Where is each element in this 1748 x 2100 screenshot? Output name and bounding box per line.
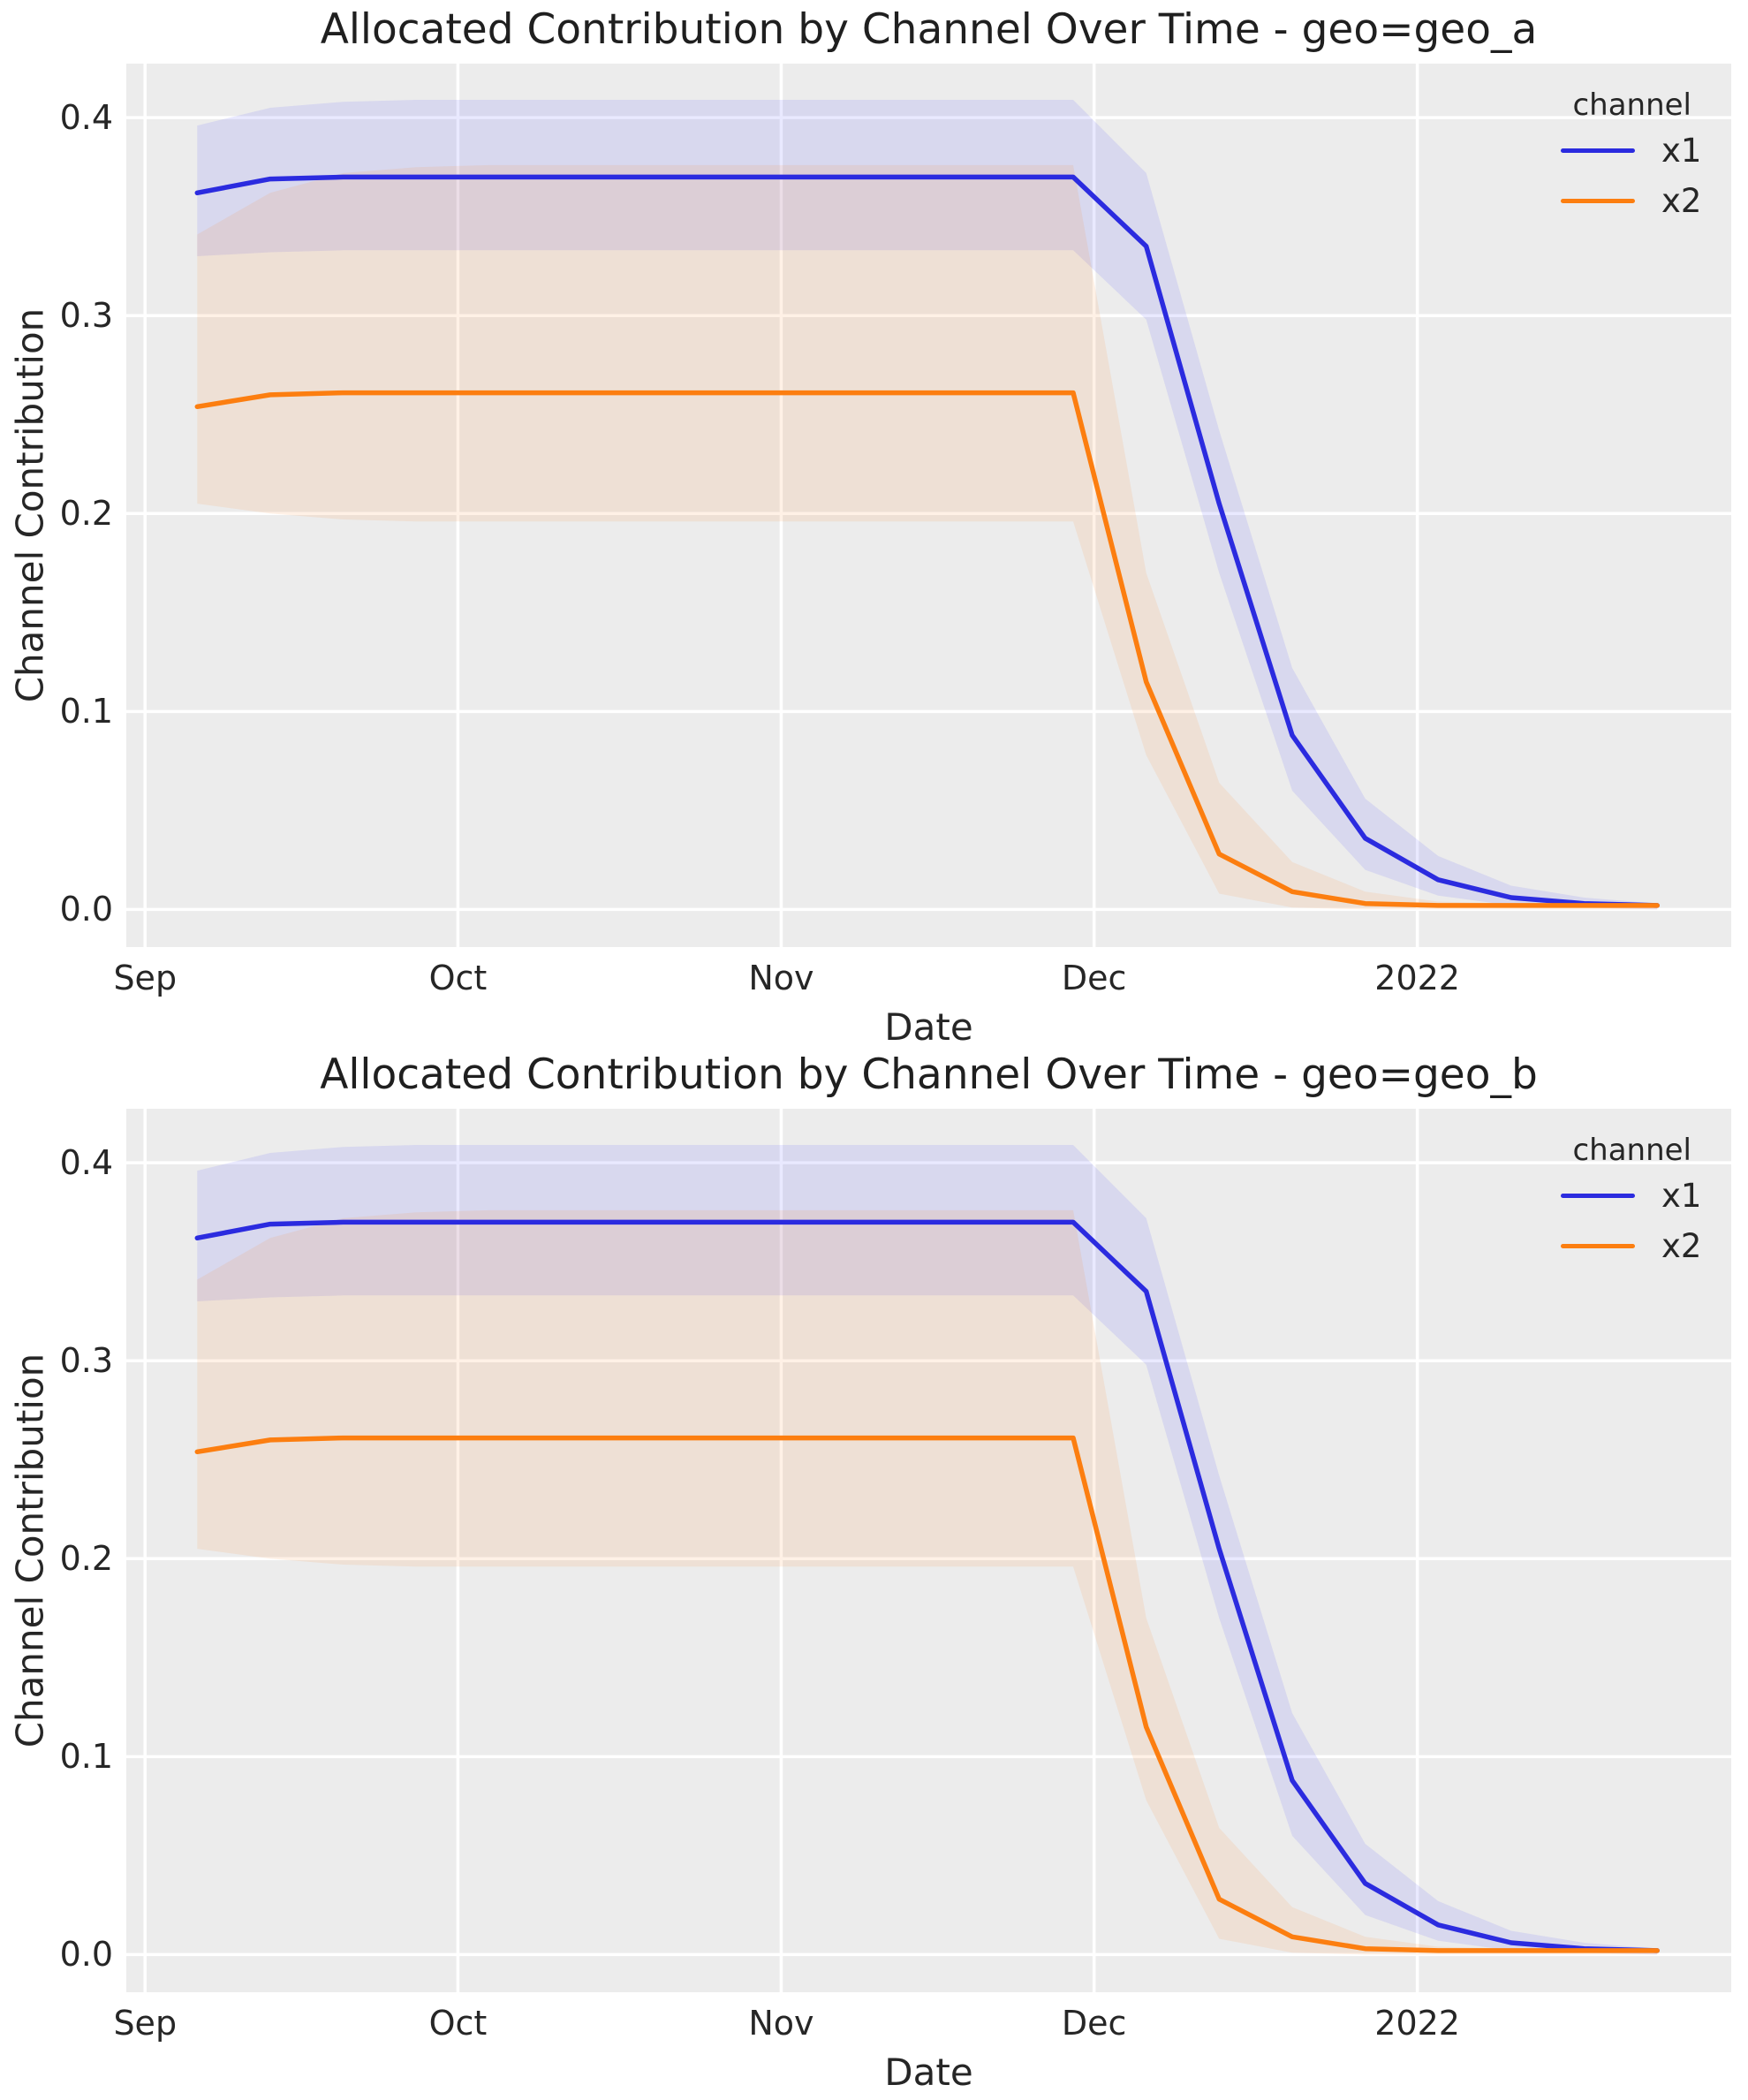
legend-line-sample-x2 <box>1561 1244 1635 1248</box>
plot-canvas-geo-a <box>126 64 1731 947</box>
legend: channel x1 x2 <box>1561 1130 1718 1271</box>
legend-entry-x1: x1 <box>1561 1171 1718 1221</box>
y-tick-label: 0.0 <box>59 1935 113 1975</box>
y-tick-label: 0.0 <box>59 890 113 929</box>
y-tick-label: 0.2 <box>59 1539 113 1579</box>
plot-canvas-geo-b <box>126 1109 1731 1992</box>
line-x2 <box>194 1435 1660 1953</box>
y-tick-label: 0.1 <box>59 1737 113 1777</box>
plot-title: Allocated Contribution by Channel Over T… <box>320 1050 1538 1099</box>
x-tick-label: Nov <box>748 959 814 997</box>
x-tick-label: 2022 <box>1374 2004 1460 2043</box>
y-tick-label: 0.4 <box>59 98 113 138</box>
x-tick-label: Nov <box>748 2004 814 2043</box>
line-x1 <box>194 1219 1660 1953</box>
subplot-geo-a: Allocated Contribution by Channel Over T… <box>9 5 1731 1049</box>
legend-label: x2 <box>1661 1227 1702 1265</box>
x-tick-label: Sep <box>113 959 178 997</box>
line-x2 <box>194 390 1660 908</box>
x-tick-label: Dec <box>1061 959 1127 997</box>
x-tick-label: Oct <box>428 2004 488 2043</box>
legend-label: x1 <box>1661 1177 1702 1215</box>
x-axis-label: Date <box>884 1005 973 1049</box>
x-tick-label: Oct <box>428 959 488 997</box>
y-tick-label: 0.3 <box>59 296 113 336</box>
legend-line-sample-x1 <box>1561 148 1635 153</box>
ci-band-x2 <box>197 1209 1658 1955</box>
plot-title: Allocated Contribution by Channel Over T… <box>320 5 1538 54</box>
x-tick-label: 2022 <box>1374 959 1460 997</box>
x-tick-label: Dec <box>1061 2004 1127 2043</box>
ci-band-x1 <box>197 1145 1658 1955</box>
line-x1 <box>194 174 1660 908</box>
legend-entry-x2: x2 <box>1561 176 1718 226</box>
x-axis-label: Date <box>884 2051 973 2094</box>
legend-label: x2 <box>1661 182 1702 220</box>
ci-band-x1 <box>197 100 1658 910</box>
legend-entry-x1: x1 <box>1561 125 1718 176</box>
y-tick-label: 0.1 <box>59 692 113 732</box>
y-tick-label: 0.2 <box>59 494 113 534</box>
legend-entry-x2: x2 <box>1561 1221 1718 1271</box>
legend-title: channel <box>1572 87 1691 123</box>
y-tick-label: 0.4 <box>59 1143 113 1183</box>
axes-background <box>126 1109 1731 1992</box>
legend: channel x1 x2 <box>1561 85 1718 226</box>
axes-background <box>126 64 1731 947</box>
legend-line-sample-x2 <box>1561 199 1635 203</box>
legend-line-sample-x1 <box>1561 1194 1635 1198</box>
legend-title: channel <box>1572 1133 1691 1168</box>
x-tick-label: Sep <box>113 2004 178 2043</box>
subplot-geo-b: Allocated Contribution by Channel Over T… <box>0 1045 1748 2100</box>
y-tick-label: 0.3 <box>59 1341 113 1381</box>
ci-band-x2 <box>197 164 1658 910</box>
legend-label: x1 <box>1661 132 1702 170</box>
